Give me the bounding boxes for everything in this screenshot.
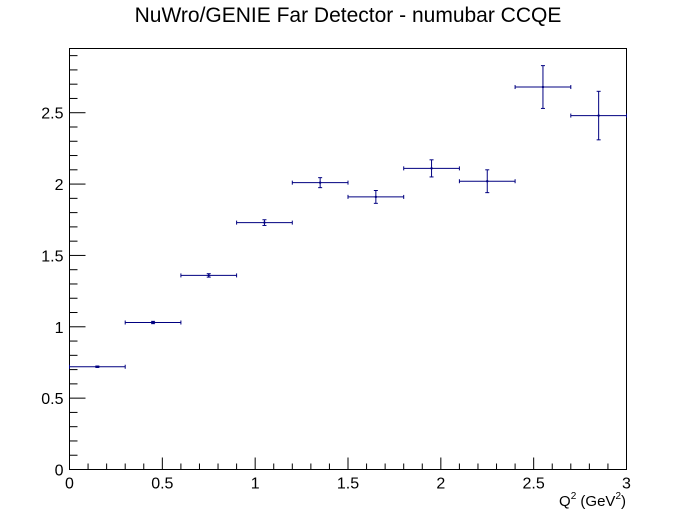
data-point bbox=[180, 273, 238, 278]
data-point bbox=[347, 189, 405, 204]
data-point bbox=[291, 177, 349, 189]
data-point bbox=[570, 90, 627, 141]
y-tick-label: 0.5 bbox=[41, 391, 63, 408]
x-tick-label: 0 bbox=[65, 476, 74, 493]
point-marker bbox=[597, 114, 600, 117]
data-point bbox=[236, 219, 293, 226]
x-tick-label: 3 bbox=[622, 476, 631, 493]
data-point bbox=[69, 364, 126, 369]
data-points bbox=[69, 65, 627, 369]
x-tick-label: 1.5 bbox=[337, 476, 359, 493]
x-tick-label: 2 bbox=[436, 476, 445, 493]
y-tick-label: 2 bbox=[55, 177, 64, 194]
data-point bbox=[124, 320, 182, 325]
point-marker bbox=[430, 167, 433, 170]
y-tick-label: 2.5 bbox=[41, 106, 63, 123]
y-axis: 0 0.5 1 1.5 2 2.5 bbox=[41, 55, 86, 480]
point-marker bbox=[374, 195, 378, 199]
y-tick-label: 1 bbox=[55, 320, 64, 337]
x-tick-label: 0.5 bbox=[151, 476, 173, 493]
y-tick-label: 1.5 bbox=[41, 248, 63, 265]
point-marker bbox=[318, 181, 322, 184]
y-tick-label: 0 bbox=[55, 463, 64, 480]
data-point bbox=[458, 169, 516, 194]
chart-title: NuWro/GENIE Far Detector - numubar CCQE bbox=[134, 4, 562, 27]
plot-frame bbox=[69, 48, 627, 470]
point-marker bbox=[263, 221, 266, 224]
point-marker bbox=[541, 85, 545, 89]
point-marker bbox=[207, 274, 210, 277]
x-tick-label: 1 bbox=[251, 476, 260, 493]
data-point bbox=[403, 159, 460, 178]
data-point bbox=[514, 65, 572, 109]
x-axis: 0 0.5 1 1.5 2 2.5 3 bbox=[65, 457, 631, 493]
x-tick-label: 2.5 bbox=[523, 476, 545, 493]
point-marker bbox=[486, 180, 489, 183]
point-marker bbox=[96, 365, 99, 368]
x-axis-title: Q2 (GeV2) bbox=[559, 491, 626, 510]
point-marker bbox=[151, 321, 155, 324]
